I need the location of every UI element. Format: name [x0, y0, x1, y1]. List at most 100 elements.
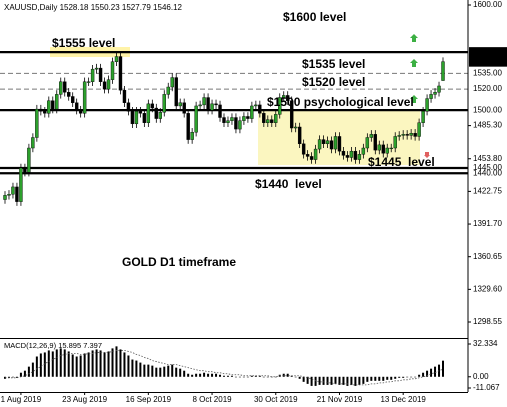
- macd-bar: [378, 376, 381, 381]
- macd-bar: [318, 376, 321, 385]
- macd-bar: [354, 376, 357, 386]
- candle-body: [437, 85, 441, 93]
- macd-bar: [79, 355, 82, 377]
- candle-body: [218, 104, 222, 118]
- candle-body: [126, 102, 131, 112]
- macd-bar: [143, 364, 146, 377]
- macd-bar: [111, 348, 114, 377]
- candle-body: [190, 132, 194, 140]
- macd-bar: [99, 350, 102, 377]
- candle-body: [377, 144, 381, 151]
- macd-bar: [183, 370, 186, 377]
- macd-bar: [115, 346, 118, 377]
- candle-body: [357, 154, 362, 160]
- macd-bar: [406, 376, 409, 378]
- macd-value: 15.895: [58, 341, 81, 350]
- candle-body: [254, 104, 258, 107]
- macd-bar: [163, 366, 166, 377]
- candle-body: [142, 113, 147, 123]
- macd-bar: [199, 373, 202, 377]
- macd-bar: [266, 376, 269, 378]
- level-label: 1555.16: [473, 47, 502, 56]
- macd-bar: [326, 376, 329, 385]
- candle-body: [293, 126, 298, 129]
- candle-body: [214, 103, 218, 106]
- macd-bar: [171, 364, 174, 377]
- annotation: $1535 level: [302, 57, 365, 71]
- candle-body: [118, 56, 123, 91]
- candle-body: [381, 144, 385, 154]
- candle-body: [282, 95, 286, 98]
- candle-body: [222, 117, 226, 123]
- x-tick-label: 13 Dec 2019: [380, 395, 426, 404]
- candle-body: [59, 81, 63, 95]
- macd-bar: [226, 375, 229, 377]
- candle-body: [365, 137, 370, 149]
- level-label: 1500.00: [473, 105, 502, 114]
- annotation: $1445 level: [368, 155, 435, 169]
- candle-body: [297, 126, 302, 145]
- x-tick-label: 30 Oct 2019: [254, 395, 298, 404]
- macd-bar: [250, 375, 253, 377]
- candle-body: [27, 147, 31, 173]
- candle-body: [341, 150, 346, 156]
- macd-bar: [274, 376, 277, 378]
- macd-bar: [290, 375, 293, 377]
- candle-body: [70, 96, 75, 103]
- macd-bar: [55, 349, 58, 377]
- candle-body: [74, 102, 79, 111]
- y-tick-label: 1329.60: [473, 284, 502, 293]
- macd-bar: [207, 373, 210, 377]
- candle-body: [78, 109, 83, 114]
- candle-body: [301, 143, 306, 155]
- y-tick-label: 1422.75: [473, 187, 502, 196]
- macd-bar: [103, 352, 106, 377]
- macd-bar: [107, 351, 110, 377]
- candle-body: [242, 116, 246, 121]
- macd-bar: [242, 376, 245, 378]
- candle-body: [39, 108, 43, 112]
- annotation: $1440 level: [255, 177, 322, 191]
- macd-bar: [298, 376, 301, 379]
- candle-body: [230, 117, 234, 121]
- candle-body: [186, 113, 190, 140]
- candle-body: [19, 167, 23, 202]
- macd-bar: [95, 349, 98, 377]
- candle-body: [258, 104, 262, 114]
- candle-body: [246, 116, 250, 119]
- level-label: 1535.00: [473, 68, 502, 77]
- macd-bar: [11, 376, 14, 378]
- candle-body: [429, 94, 433, 99]
- candle-body: [7, 194, 11, 196]
- x-tick-label: 16 Sep 2019: [126, 395, 172, 404]
- candle-body: [250, 105, 254, 119]
- candle-body: [317, 139, 322, 150]
- candle-body: [23, 167, 27, 173]
- candle-body: [35, 108, 39, 138]
- x-tick-label: 21 Nov 2019: [317, 395, 363, 404]
- x-tick-label: 1 Aug 2019: [1, 395, 42, 404]
- macd-bar: [422, 372, 425, 377]
- macd-bar: [91, 350, 94, 377]
- macd-bar: [230, 375, 233, 377]
- y-tick-label: 32.334: [473, 339, 498, 348]
- macd-bar: [75, 356, 78, 377]
- candle-body: [82, 81, 87, 114]
- candle-body: [405, 134, 409, 136]
- macd-bar: [282, 373, 285, 377]
- candle-body: [122, 89, 127, 103]
- candle-body: [425, 98, 429, 112]
- macd-bar: [119, 349, 122, 377]
- macd-bar: [346, 376, 349, 386]
- macd-bar: [394, 376, 397, 379]
- candle-body: [51, 100, 55, 110]
- macd-bar: [127, 355, 130, 377]
- macd-bar: [159, 367, 162, 377]
- macd-bar: [414, 376, 417, 378]
- level-label: 1520.00: [473, 84, 502, 93]
- macd-bar: [334, 376, 337, 384]
- macd-bar: [302, 376, 305, 382]
- candle-body: [174, 77, 178, 107]
- candle-body: [178, 102, 182, 107]
